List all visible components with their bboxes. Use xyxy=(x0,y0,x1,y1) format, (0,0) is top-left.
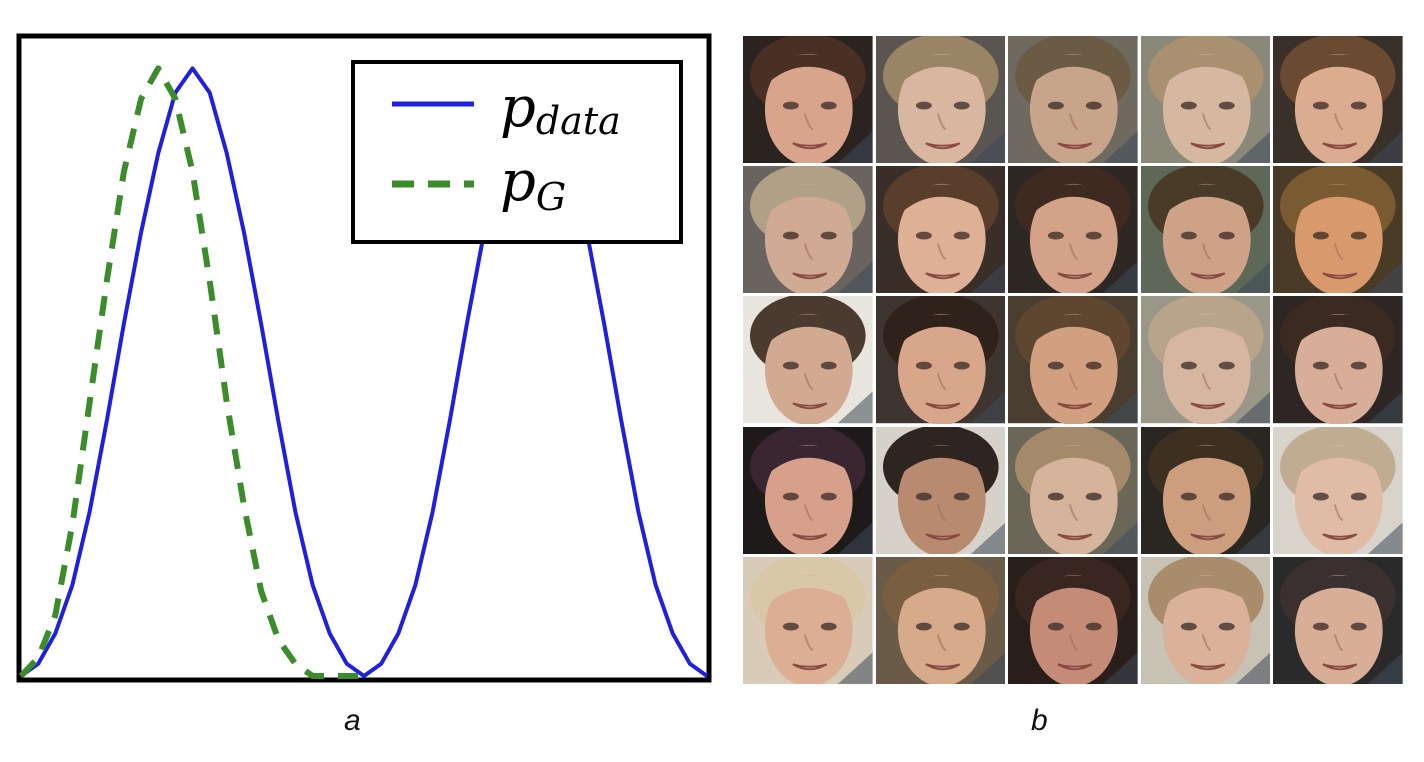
face-tile xyxy=(875,36,1006,164)
face-tile xyxy=(1008,296,1138,424)
face-tile xyxy=(1140,426,1271,554)
face-tile xyxy=(743,166,873,294)
series-line-p-g xyxy=(18,65,364,679)
face-tile xyxy=(1008,36,1138,164)
legend-label-p-data-sub: data xyxy=(536,99,621,143)
panel-b-label: b xyxy=(1031,704,1048,737)
face-tile xyxy=(1273,426,1403,554)
face-tile xyxy=(1140,556,1271,684)
legend-label-p-g-base: p xyxy=(500,149,536,214)
face-tile xyxy=(1273,556,1403,684)
panel-a-label: a xyxy=(344,704,361,737)
series-line-p-data xyxy=(19,66,709,678)
legend-box xyxy=(351,60,683,244)
legend-label-p-g: pG xyxy=(500,149,566,219)
face-tile xyxy=(1140,296,1271,424)
face-tile xyxy=(875,166,1006,294)
face-tile xyxy=(1008,556,1138,684)
series-layer xyxy=(18,65,709,679)
face-tile xyxy=(1273,166,1403,294)
face-tile xyxy=(1008,166,1138,294)
face-tile xyxy=(1273,296,1403,424)
face-tile xyxy=(875,296,1006,424)
face-tile xyxy=(1008,426,1138,554)
face-tile xyxy=(1140,36,1271,164)
legend-label-p-g-sub: G xyxy=(536,175,566,219)
face-tile xyxy=(875,556,1006,684)
legend-label-p-data-base: p xyxy=(500,75,536,140)
face-tile xyxy=(743,556,873,684)
face-tile xyxy=(875,426,1006,554)
face-tile xyxy=(1140,166,1271,294)
legend: pdata pG xyxy=(351,60,683,244)
face-tile xyxy=(743,36,873,164)
face-tile xyxy=(743,296,873,424)
generated-face-grid xyxy=(743,36,1403,684)
density-chart: pdata pG xyxy=(16,33,712,683)
legend-label-p-data: pdata xyxy=(500,75,621,143)
face-tile xyxy=(743,426,873,554)
face-tile xyxy=(1273,36,1403,164)
